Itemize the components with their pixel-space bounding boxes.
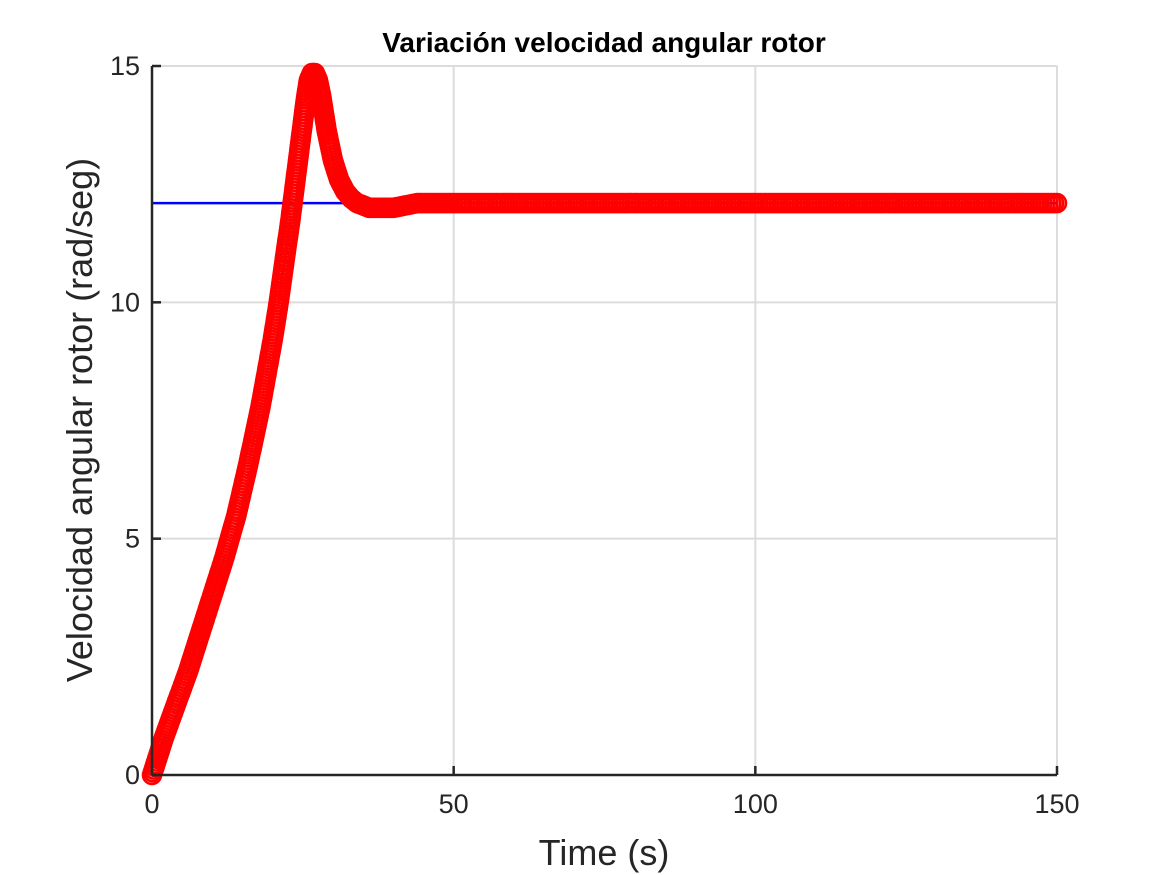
y-tick-label: 15 [110, 51, 140, 81]
chart-title: Variación velocidad angular rotor [382, 27, 826, 58]
y-tick-labels: 0 5 10 15 [110, 51, 140, 790]
x-axis-label: Time (s) [539, 832, 670, 873]
y-tick-label: 0 [125, 760, 140, 790]
axes [150, 64, 1059, 777]
y-axis-label: Velocidad angular rotor (rad/seg) [59, 158, 100, 682]
y-tick-label: 10 [110, 287, 140, 317]
data-markers [141, 62, 1068, 786]
x-tick-label: 100 [733, 789, 778, 819]
x-tick-label: 150 [1034, 789, 1079, 819]
x-tick-label: 0 [144, 789, 159, 819]
y-tick-label: 5 [125, 524, 140, 554]
x-tick-labels: 0 50 100 150 [144, 789, 1079, 819]
x-tick-label: 50 [439, 789, 469, 819]
data-point [1046, 192, 1068, 214]
